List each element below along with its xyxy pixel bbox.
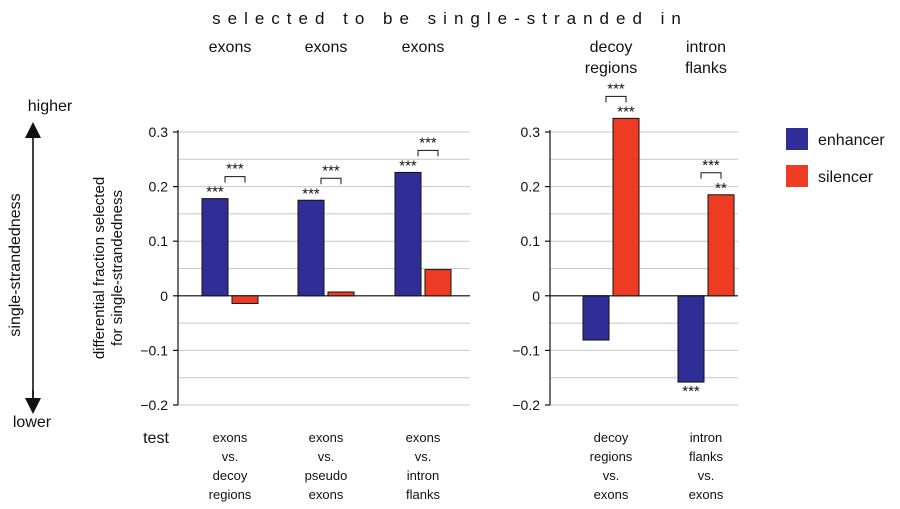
bar-enhancer <box>201 198 229 297</box>
significance-bracket <box>700 172 722 179</box>
group-test-label: decoy <box>594 430 629 445</box>
group-header: regions <box>585 60 637 77</box>
group-test-label: exons <box>689 487 724 502</box>
group-test-label: intron <box>690 430 723 445</box>
group-test-label: exons <box>309 487 344 502</box>
significance-bracket <box>605 95 627 103</box>
group-test-label: exons <box>406 430 441 445</box>
pair-significance: *** <box>419 134 437 151</box>
group-test-label: flanks <box>689 449 723 464</box>
pair-significance: *** <box>322 162 340 179</box>
y-tick-label: 0.2 <box>521 179 541 195</box>
side-axis-top-label: higher <box>28 98 73 115</box>
bar-significance: *** <box>617 103 635 120</box>
bar-enhancer <box>297 199 325 297</box>
group-header: exons <box>305 39 348 56</box>
y-axis-label-line: for single-strandedness <box>109 190 126 346</box>
bar-silencer <box>327 291 355 297</box>
group-header: exons <box>209 39 252 56</box>
group-test-label: regions <box>590 449 633 464</box>
bar-significance: *** <box>399 157 417 174</box>
group-test-label: decoy <box>213 468 248 483</box>
test-label: test <box>143 430 169 447</box>
y-tick-label: −0.2 <box>512 397 540 413</box>
y-axis-label-line: differential fraction selected <box>91 177 108 359</box>
bar-enhancer <box>677 295 705 383</box>
bar-significance: ** <box>715 180 727 197</box>
y-tick-label: 0 <box>532 288 540 304</box>
group-header: intron <box>686 39 726 56</box>
significance-bracket <box>224 176 246 183</box>
bar-silencer <box>707 194 735 297</box>
y-tick-label: −0.2 <box>140 397 168 413</box>
bar-enhancer <box>582 295 610 341</box>
side-axis-label: single-strandedness <box>7 193 24 336</box>
group-header: flanks <box>685 60 727 77</box>
group-test-label: exons <box>213 430 248 445</box>
group-header: exons <box>402 39 445 56</box>
significance-bracket <box>320 177 342 185</box>
bar-silencer <box>424 269 452 297</box>
y-tick-label: −0.1 <box>140 342 168 358</box>
group-test-label: flanks <box>406 487 440 502</box>
bar-silencer <box>612 117 640 297</box>
legend-swatch-silencer <box>786 165 808 187</box>
group-test-label: vs. <box>415 449 432 464</box>
group-header: decoy <box>590 39 633 56</box>
y-tick-label: 0.1 <box>149 233 169 249</box>
side-axis-bottom-label: lower <box>13 414 52 431</box>
chart-title: selected to be single-stranded in <box>212 9 688 28</box>
legend-label-enhancer: enhancer <box>818 132 885 149</box>
pair-significance: *** <box>607 80 625 97</box>
y-tick-label: 0 <box>160 288 168 304</box>
significance-bracket <box>417 149 439 157</box>
y-tick-label: 0.3 <box>521 124 541 140</box>
group-test-label: regions <box>209 487 252 502</box>
y-tick-label: 0.1 <box>521 233 541 249</box>
group-test-label: vs. <box>603 468 620 483</box>
group-test-label: vs. <box>698 468 715 483</box>
y-tick-label: 0.3 <box>149 124 169 140</box>
y-tick-label: −0.1 <box>512 342 540 358</box>
pair-significance: *** <box>702 157 720 174</box>
bar-silencer <box>231 295 259 304</box>
y-tick-label: 0.2 <box>149 179 169 195</box>
group-test-label: exons <box>309 430 344 445</box>
legend-swatch-enhancer <box>786 128 808 150</box>
group-test-label: vs. <box>222 449 239 464</box>
y-axis-label: differential fraction selectedfor single… <box>91 177 126 359</box>
bar-significance: *** <box>682 383 700 400</box>
group-test-label: intron <box>407 468 440 483</box>
bar-significance: *** <box>302 185 320 202</box>
group-test-label: exons <box>594 487 629 502</box>
bar-significance: *** <box>206 184 224 201</box>
group-test-label: pseudo <box>305 468 348 483</box>
bar-enhancer <box>394 171 422 297</box>
legend-label-silencer: silencer <box>818 169 874 186</box>
pair-significance: *** <box>226 161 244 178</box>
group-test-label: vs. <box>318 449 335 464</box>
